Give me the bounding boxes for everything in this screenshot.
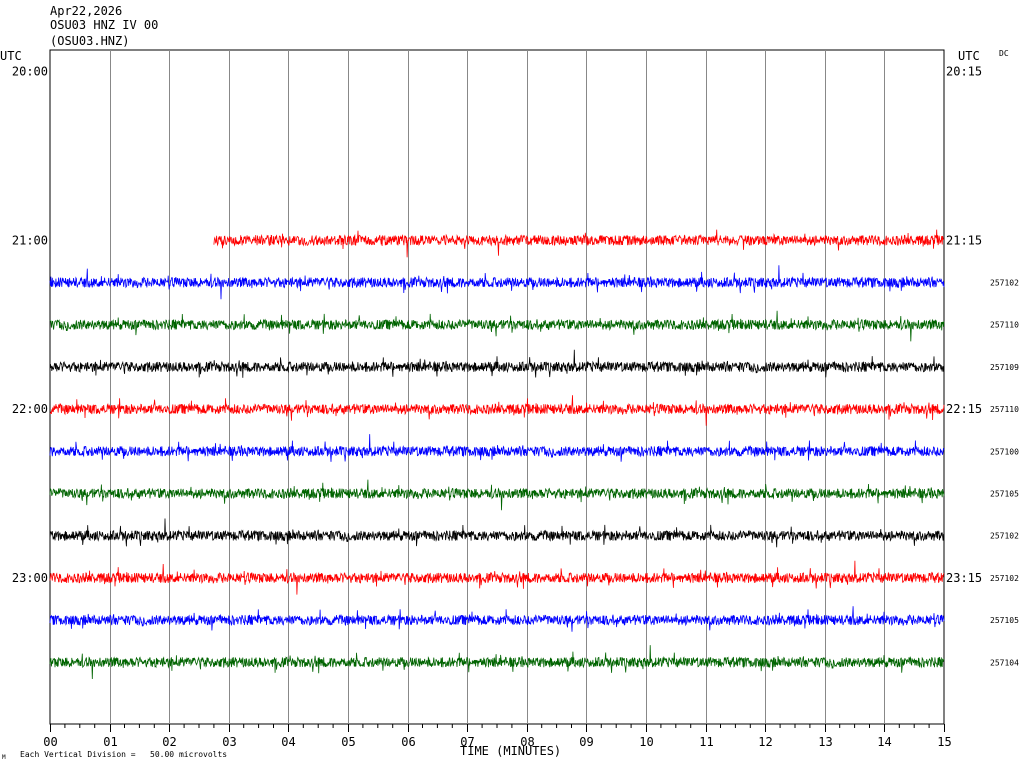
x-tick-label-13: 13 — [818, 735, 832, 749]
scale-note: Each Vertical Division = 50.00 microvolt… — [20, 750, 228, 759]
trace-amp-label-row-12: 257102 — [990, 574, 1019, 583]
x-tick-label-02: 02 — [162, 735, 176, 749]
trace-row-7 — [49, 349, 945, 378]
left-time-label: 20:00 — [12, 65, 48, 79]
x-tick-label-15: 15 — [937, 735, 951, 749]
trace-row-13 — [49, 606, 945, 632]
left-time-label: 23:00 — [12, 571, 48, 585]
trace-row-5 — [49, 265, 945, 300]
trace-amp-label-row-6: 257110 — [990, 321, 1019, 330]
x-tick-label-03: 03 — [222, 735, 236, 749]
right-time-label: 22:15 — [946, 402, 982, 416]
trace-row-11 — [49, 518, 945, 548]
right-time-label: 21:15 — [946, 233, 982, 247]
header-date: Apr22,2026 — [50, 4, 123, 18]
x-tick-label-07: 07 — [460, 735, 474, 749]
trace-row-4 — [213, 229, 945, 258]
trace-amp-label-row-5: 257102 — [990, 279, 1019, 288]
trace-row-10 — [49, 479, 945, 511]
trace-amp-label-row-9: 257100 — [990, 447, 1019, 456]
trace-amp-label-row-8: 257110 — [990, 405, 1019, 414]
right-time-label: 23:15 — [946, 571, 982, 585]
x-tick-label-06: 06 — [401, 735, 415, 749]
trace-amp-label-row-10: 257105 — [990, 490, 1019, 499]
left-time-label: 21:00 — [12, 233, 48, 247]
trace-row-14 — [49, 645, 945, 680]
x-tick-label-04: 04 — [281, 735, 295, 749]
corner-mark: M — [2, 754, 6, 761]
x-tick-label-14: 14 — [877, 735, 891, 749]
x-axis-label: TIME (MINUTES) — [460, 744, 562, 758]
header-channel: (OSU03.HNZ) — [50, 34, 130, 48]
dc-label: DC — [999, 49, 1009, 58]
x-tick-label-12: 12 — [758, 735, 772, 749]
trace-amp-label-row-11: 257102 — [990, 532, 1019, 541]
trace-row-6 — [49, 310, 945, 342]
right-axis-title: UTC — [958, 49, 980, 63]
x-tick-label-08: 08 — [520, 735, 534, 749]
x-tick-label-11: 11 — [699, 735, 713, 749]
left-axis-title: UTC — [0, 49, 22, 63]
x-tick-label-00: 00 — [43, 735, 57, 749]
right-time-label: 20:15 — [946, 65, 982, 79]
x-tick-label-10: 10 — [639, 735, 653, 749]
trace-row-8 — [49, 395, 945, 426]
trace-amp-label-row-13: 257105 — [990, 616, 1019, 625]
trace-row-12 — [49, 560, 945, 595]
x-tick-label-05: 05 — [341, 735, 355, 749]
x-tick-label-09: 09 — [579, 735, 593, 749]
x-tick-label-01: 01 — [103, 735, 117, 749]
left-time-label: 22:00 — [12, 402, 48, 416]
trace-row-9 — [49, 434, 945, 462]
trace-amp-label-row-14: 257104 — [990, 658, 1019, 667]
header-station: OSU03 HNZ IV 00 — [50, 18, 159, 32]
trace-amp-label-row-7: 257109 — [990, 363, 1019, 372]
